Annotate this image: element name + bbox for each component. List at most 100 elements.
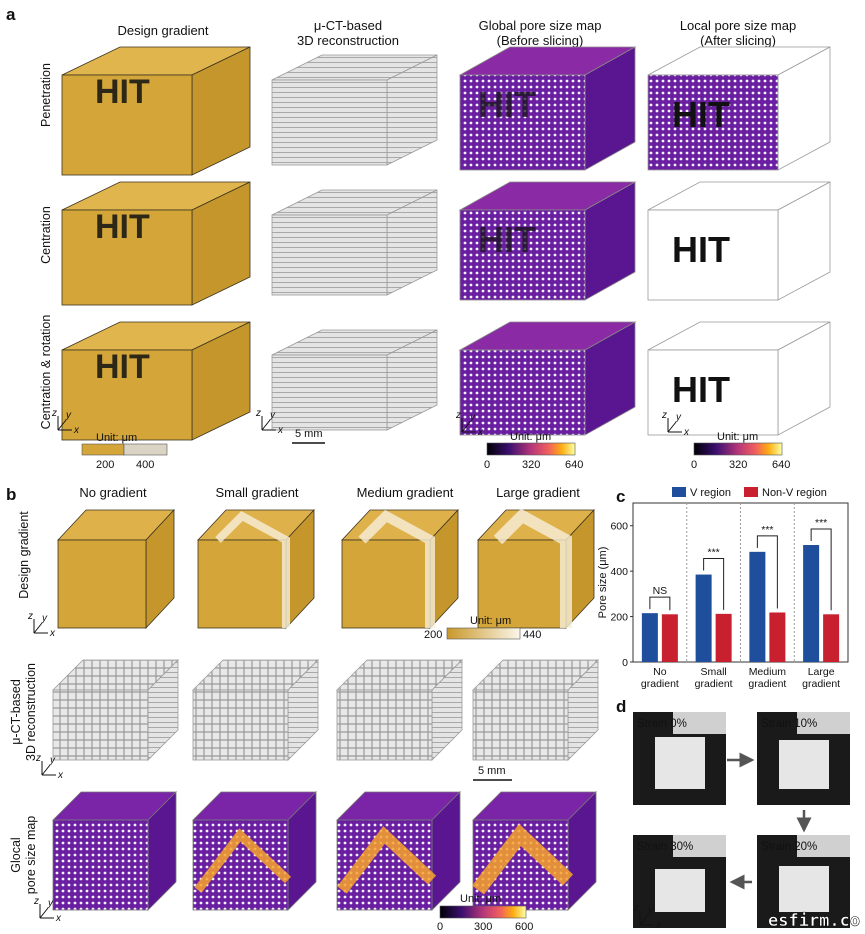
global-pore-map-row-3 — [458, 321, 637, 436]
panel-b-label: b — [6, 485, 16, 504]
legend-label-2: Non-V region — [762, 487, 827, 499]
row-label-centration-rotation: Centration & rotation — [39, 315, 53, 430]
b-pore-unit: Unit: μm — [460, 893, 501, 905]
strain-label: Strain 20% — [761, 841, 817, 853]
axis-lines — [41, 761, 56, 776]
box-front-face — [459, 74, 586, 171]
a-design-tick-200: 200 — [96, 459, 114, 471]
b-design-axes: z yx — [27, 611, 56, 639]
b-row-uct-2: 3D reconstruction — [24, 663, 38, 761]
legend-label-1: V region — [690, 487, 731, 499]
b-uct-cube-4 — [472, 659, 599, 761]
b-pore-tick-600: 600 — [515, 921, 533, 933]
b-design-unit: Unit: μm — [470, 615, 511, 627]
b-pore-cube-1 — [52, 791, 177, 911]
box-front-face — [52, 689, 149, 761]
row-label-penetration: Penetration — [39, 63, 53, 127]
y-tick-label: 600 — [610, 521, 628, 533]
b-design-colorbar — [446, 627, 521, 640]
axis-label-y: y — [41, 613, 48, 624]
axis-label-x: x — [655, 920, 662, 931]
strain-frame-1: Strain 0% — [633, 712, 726, 805]
bar-non-v-region-4 — [823, 614, 840, 662]
a-design-legend-200-swatch — [81, 443, 125, 456]
a-local-unit: Unit: μm — [717, 431, 758, 443]
a-scale-bar-label: 5 mm — [295, 428, 323, 440]
v-shaped-hotspot — [472, 823, 574, 895]
a-design-tick-400: 400 — [136, 459, 154, 471]
axis-label-y: y — [647, 905, 654, 916]
axis-label-x: x — [477, 427, 484, 438]
compression-plate — [797, 712, 850, 734]
strain-frame-4: Strain 30% — [633, 835, 726, 928]
col-header-global-1: Global pore size map — [479, 18, 602, 33]
box-front-face — [197, 539, 287, 629]
uct-reconstruction-row-3 — [271, 329, 438, 431]
global-pore-map-row-2 — [458, 181, 637, 301]
axis-label-y: y — [65, 410, 72, 421]
a-uct-axes: z yx — [255, 408, 284, 436]
a-global-tick-0: 0 — [484, 459, 490, 471]
bar-v-region-3 — [749, 551, 766, 662]
axis-lines — [57, 416, 72, 431]
scaffold-specimen — [779, 866, 829, 912]
hit-hotspot: HIT — [478, 84, 536, 125]
b-uct-cube-3 — [336, 659, 463, 761]
box-front-face — [647, 349, 779, 436]
axis-label-z: z — [33, 896, 39, 907]
bar-non-v-region-1 — [661, 614, 678, 662]
panel-d-label: d — [616, 697, 626, 716]
axis-lines — [639, 911, 654, 926]
significance-bracket — [649, 596, 671, 611]
bar-non-v-region-3 — [769, 612, 786, 662]
box-front-face — [341, 539, 431, 629]
axis-label-z: z — [35, 753, 41, 764]
significance-bracket — [703, 558, 725, 610]
panel-d-graphics: Strain 0% Strain 10% Strain 20% Strain 30% z… — [633, 712, 850, 931]
bar-v-region-2 — [695, 574, 712, 662]
axis-label-x: x — [55, 913, 62, 924]
axis-label-z: z — [51, 408, 57, 419]
a-design-axes: z yx — [51, 408, 80, 436]
hit-local-slice: HIT — [672, 94, 730, 135]
design-box-row-3 — [61, 321, 251, 441]
scaffold-specimen — [779, 740, 829, 789]
a-local-tick-0: 0 — [691, 459, 697, 471]
a-design-legend-400-swatch — [123, 443, 168, 456]
axis-label-z: z — [255, 408, 261, 419]
axis-lines — [33, 619, 48, 634]
x-tick-label: gradient — [695, 678, 733, 690]
axis-label-x: x — [49, 628, 56, 639]
local-pore-map-row-2 — [647, 181, 831, 301]
v-shaped-gradient-region — [358, 509, 435, 628]
panel-c-label: c — [616, 487, 625, 506]
box-front-face — [61, 74, 193, 176]
x-tick-label: No — [653, 666, 667, 678]
col-header-design: Design gradient — [117, 23, 208, 38]
b-pore-colorbar — [439, 905, 527, 919]
significance-bracket — [810, 528, 832, 611]
box-front-face — [336, 689, 433, 761]
strain-frame-3: Strain 20% — [757, 835, 850, 928]
hit-letters: HIT — [95, 73, 150, 111]
x-tick-label: gradient — [802, 678, 840, 690]
axis-label-x: x — [73, 425, 80, 436]
design-box-row-2 — [61, 181, 251, 306]
significance-label: *** — [761, 524, 773, 536]
x-tick-label: gradient — [748, 678, 786, 690]
scaffold-specimen — [655, 869, 705, 912]
box-front-face — [61, 349, 193, 441]
strain-label: Strain 30% — [637, 841, 693, 853]
y-axis-label: Pore size (μm) — [597, 547, 609, 619]
significance-bracket — [756, 535, 778, 609]
x-tick-label: Large — [808, 666, 835, 678]
b-pore-tick-0: 0 — [437, 921, 443, 933]
hit-hotspot: HIT — [478, 219, 536, 260]
a-local-axes: z yx — [661, 410, 690, 438]
b-row-glocal-2: pore size map — [24, 816, 38, 895]
global-pore-map-row-1 — [458, 46, 637, 171]
axis-lines — [261, 416, 276, 431]
uct-reconstruction-row-2 — [271, 189, 438, 296]
compression-plate — [673, 712, 726, 734]
